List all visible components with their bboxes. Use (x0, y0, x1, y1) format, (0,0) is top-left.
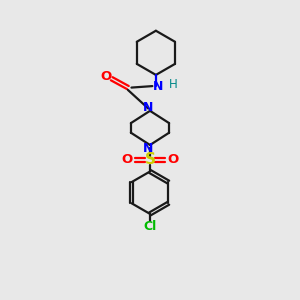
Text: O: O (101, 70, 112, 83)
Text: N: N (153, 80, 163, 93)
Text: O: O (168, 153, 179, 166)
Text: Cl: Cl (143, 220, 157, 233)
Text: O: O (121, 153, 132, 166)
Text: H: H (169, 78, 177, 91)
Text: N: N (142, 101, 153, 114)
Text: N: N (142, 142, 153, 155)
Text: S: S (145, 152, 155, 167)
